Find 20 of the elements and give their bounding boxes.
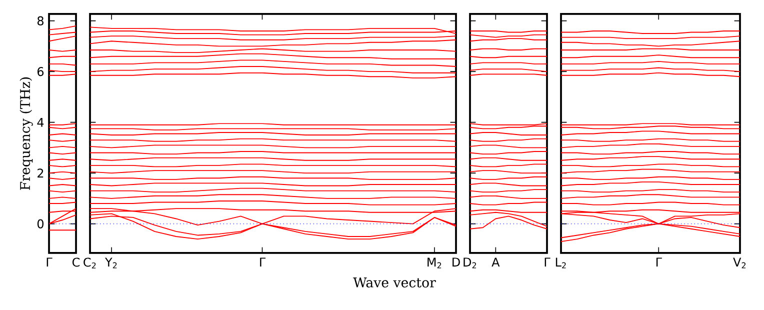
x-tick-label: M$_{2}$ <box>428 258 442 268</box>
y-tick-label: 6 <box>38 67 44 76</box>
x-tick-label: V$_{2}$ <box>733 258 746 268</box>
x-axis-title: Wave vector <box>353 278 436 288</box>
x-tick-label: L$_{2}$ <box>556 258 566 268</box>
x-tick-label: Γ <box>46 258 52 266</box>
x-tick-label: Y$_{2}$ <box>104 258 117 268</box>
y-tick-label: 0 <box>37 219 44 228</box>
x-tick-label: A <box>492 258 500 266</box>
y-axis-title: Frequency (THz) <box>20 77 33 190</box>
y-tick-label: 4 <box>37 118 44 127</box>
x-tick-label: D <box>452 258 460 266</box>
y-tick-label: 2 <box>38 168 44 178</box>
x-tick-label: C <box>72 258 80 267</box>
x-tick-label: Γ <box>544 258 550 266</box>
y-tick-label: 8 <box>37 16 44 26</box>
x-tick-label: Γ <box>260 258 266 266</box>
x-tick-label: Γ <box>656 258 662 266</box>
x-tick-label: D$_{2}$ <box>464 258 476 268</box>
x-tick-label: C$_{2}$ <box>84 258 96 268</box>
